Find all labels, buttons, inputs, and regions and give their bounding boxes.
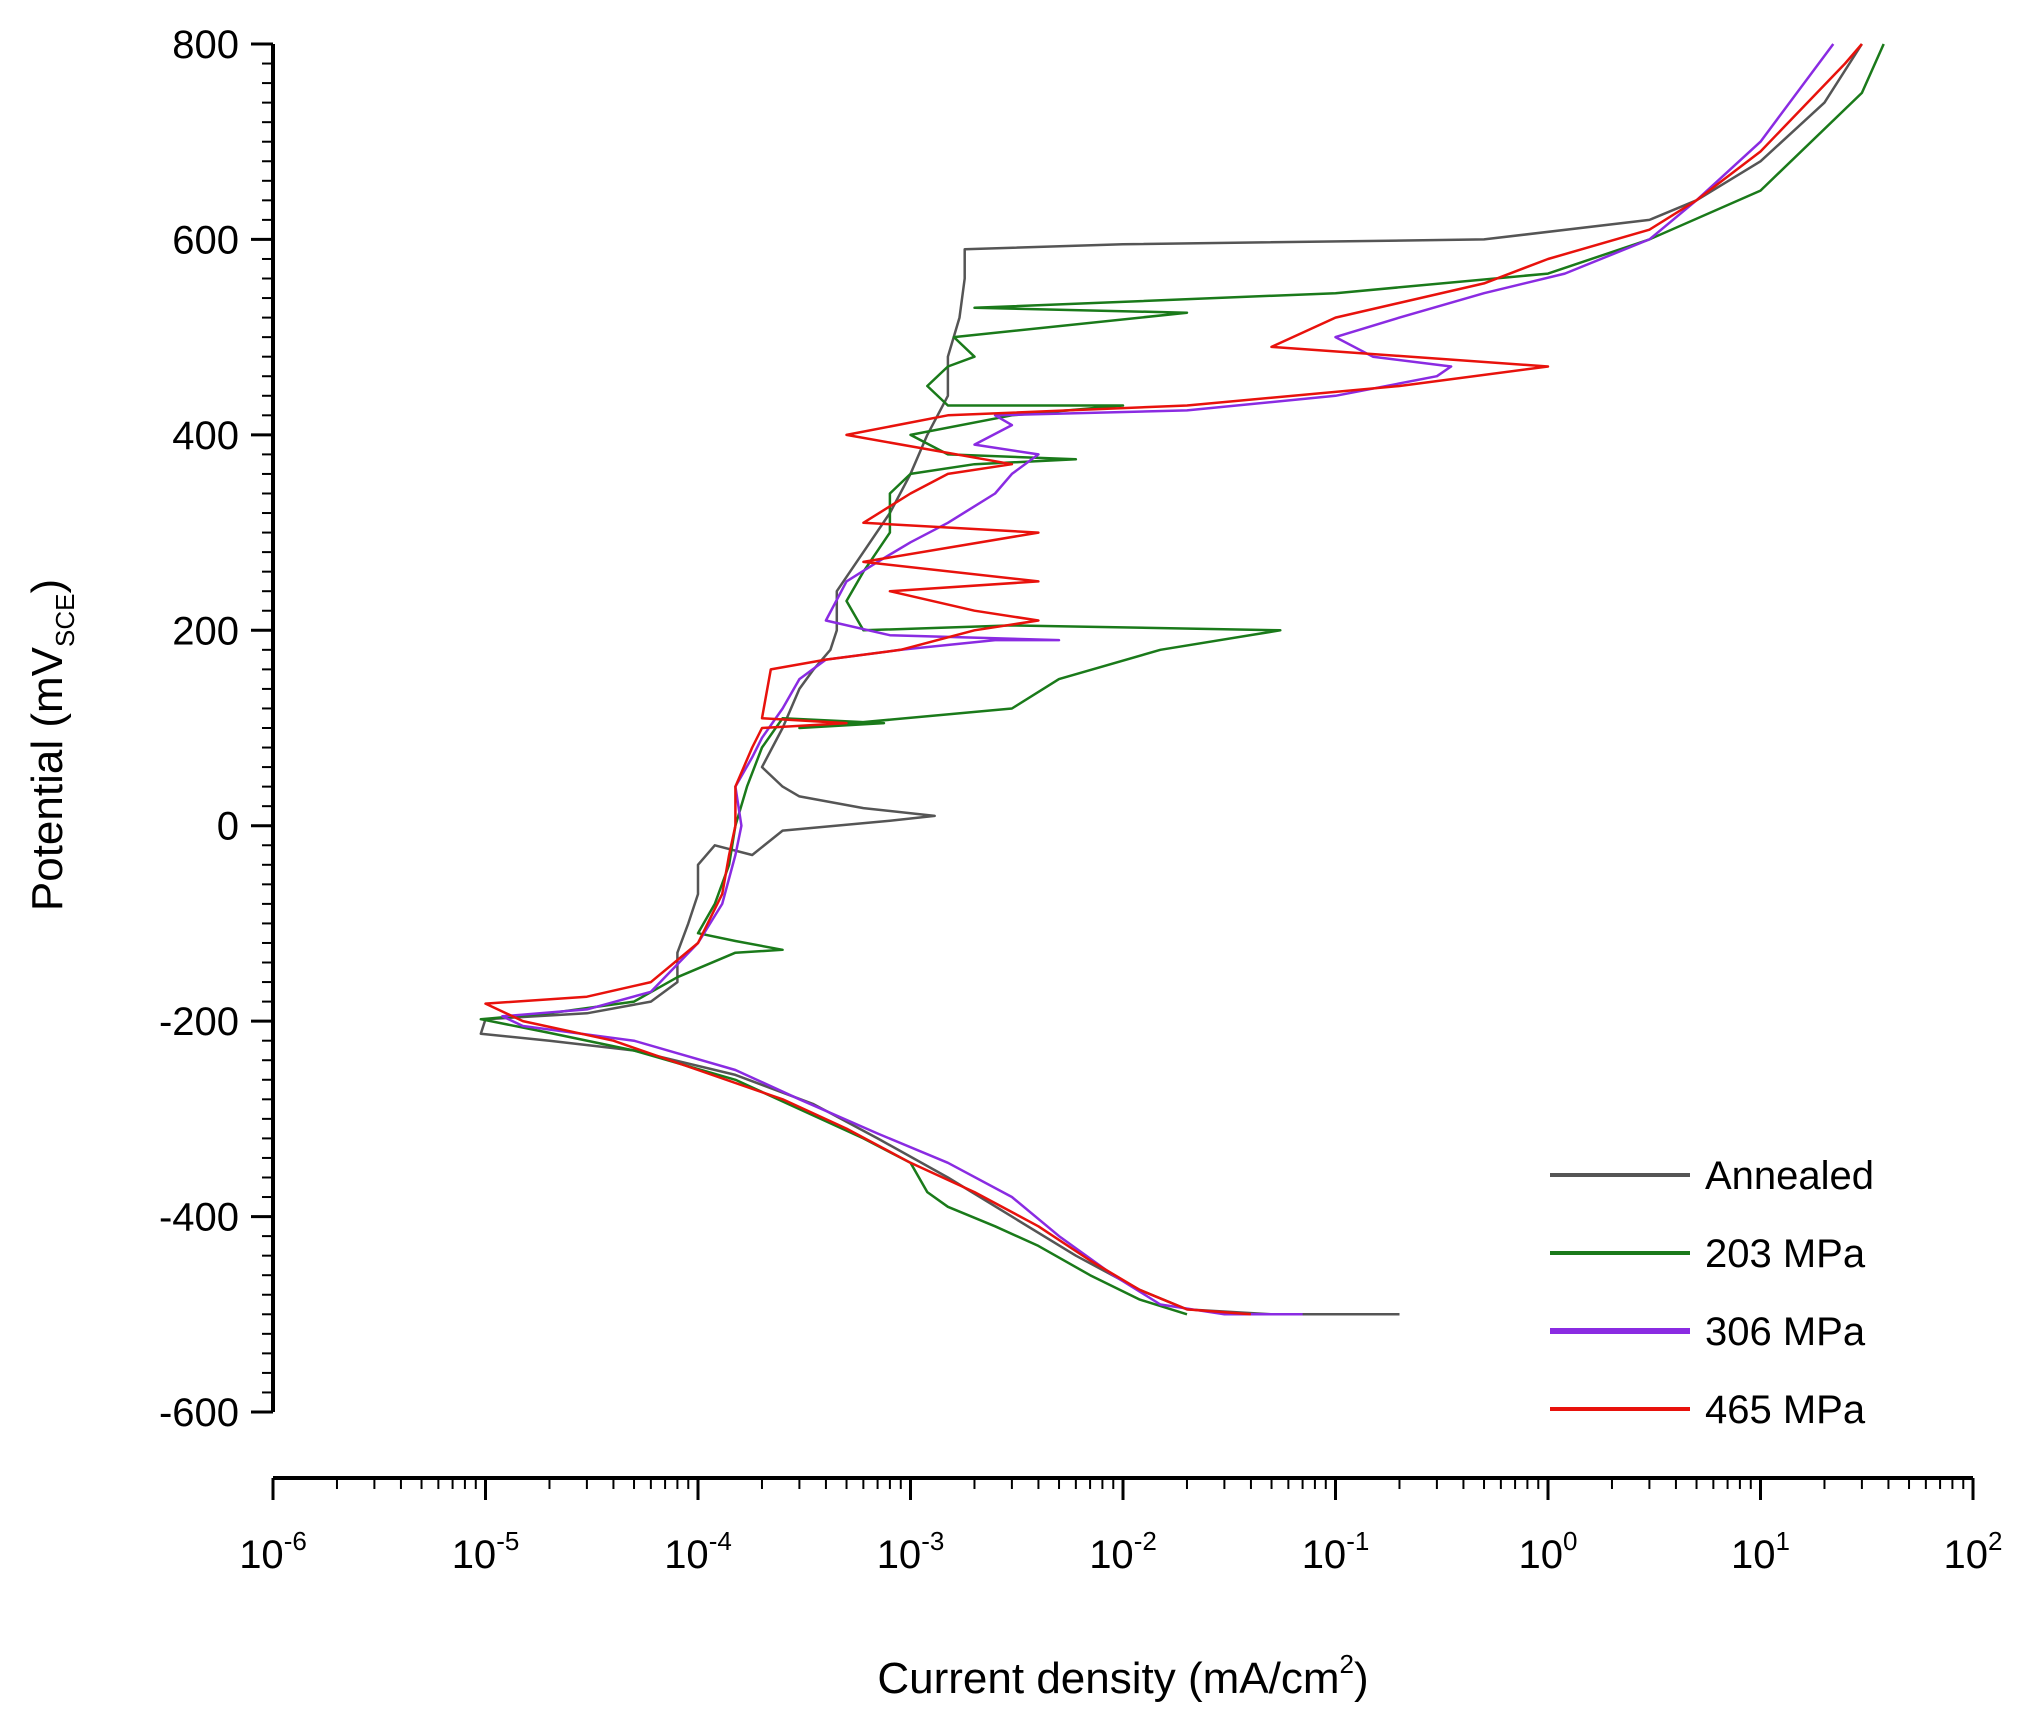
x-axis-title: Current density (mA/cm2) xyxy=(877,1649,1368,1703)
y-axis-title-main: Potential (mV xyxy=(23,646,72,911)
series-lines xyxy=(479,43,1885,1316)
x-axis-title-end: ) xyxy=(1354,1654,1369,1703)
y-tick-label: 200 xyxy=(172,609,239,653)
legend-label-3: 465 MPa xyxy=(1705,1388,1866,1432)
y-tick-label: -200 xyxy=(159,1000,239,1044)
y-tick-label: 400 xyxy=(172,414,239,458)
legend-label-2: 306 MPa xyxy=(1705,1310,1866,1354)
y-axis-title-end: ) xyxy=(23,579,72,594)
x-tick-label: 10-6 xyxy=(239,1526,307,1577)
series-line-3 xyxy=(484,43,1863,1316)
legend-label-1: 203 MPa xyxy=(1705,1232,1866,1276)
y-tick-label: -600 xyxy=(159,1391,239,1435)
tick-marks xyxy=(251,42,1975,1500)
legend-label-0: Annealed xyxy=(1705,1154,1874,1198)
y-tick-label: -400 xyxy=(159,1196,239,1240)
y-tick-label: 0 xyxy=(217,805,239,849)
y-axis-title: Potential (mVSCE) xyxy=(23,579,80,911)
y-axis-title-sub: SCE xyxy=(50,594,80,647)
x-axis-title-main: Current density (mA/cm xyxy=(877,1654,1339,1703)
x-tick-label: 100 xyxy=(1519,1526,1578,1577)
x-tick-label: 10-5 xyxy=(452,1526,520,1577)
x-axis-title-sup: 2 xyxy=(1339,1649,1353,1679)
x-tick-label: 10-4 xyxy=(664,1526,732,1577)
series-line-0 xyxy=(479,43,1863,1316)
x-tick-label: 102 xyxy=(1944,1526,2003,1577)
x-tick-label: 101 xyxy=(1731,1526,1790,1577)
y-tick-labels: 800 600 400 200 0 -200 -400 -600 xyxy=(159,23,239,1435)
y-tick-label: 800 xyxy=(172,23,239,67)
series-line-1 xyxy=(479,43,1885,1316)
series-line-2 xyxy=(501,43,1835,1316)
legend: Annealed 203 MPa 306 MPa 465 MPa xyxy=(1550,1154,1874,1432)
y-tick-label: 600 xyxy=(172,218,239,262)
x-tick-label: 10-2 xyxy=(1089,1526,1157,1577)
x-tick-labels: 10-6 10-5 10-4 10-3 10-2 10-1 100 101 102 xyxy=(239,1526,2002,1577)
x-tick-label: 10-3 xyxy=(877,1526,945,1577)
x-tick-label: 10-1 xyxy=(1302,1526,1370,1577)
